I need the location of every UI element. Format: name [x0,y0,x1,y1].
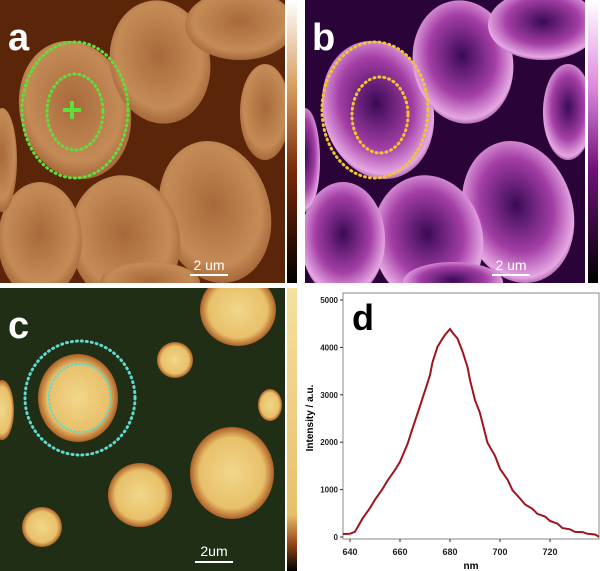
scale-bar-label: 2um [200,543,227,559]
x-tick-label: 660 [392,547,407,557]
cell [488,0,585,60]
colorbar-a [287,0,297,283]
y-tick-label: 4000 [320,343,338,352]
x-tick-label: 640 [342,547,357,557]
bright-spot [22,507,62,547]
y-tick-label: 3000 [320,391,338,400]
bright-spot [38,354,118,442]
x-tick-label: 680 [442,547,457,557]
cell [461,141,575,283]
plot-frame [342,292,600,540]
x-tick-label: 700 [492,547,507,557]
cell [0,182,82,283]
scale-bar-label: 2 um [495,257,526,273]
panel-label-c: c [8,305,29,347]
cell [305,182,385,283]
cell [543,64,585,160]
colorbar-b [588,0,598,283]
y-axis-label: Intensity / a.u. [305,384,316,451]
panel-d-spectrum-chart: d 640 660 680 700 720 0 1000 2000 3000 4000 5000 n… [305,292,600,571]
cell [100,262,200,283]
cell [412,0,514,124]
cell [305,108,320,212]
bright-spot [0,380,14,440]
y-tick-label: 1000 [320,486,338,495]
bright-spot [157,342,193,378]
x-tick-label: 720 [542,547,557,557]
cell [403,262,503,283]
panel-label-d: d [352,297,374,338]
panel-label-a: a [8,17,30,59]
bright-spot [190,427,274,519]
inner-region-marker [45,72,105,152]
outer-region-marker [320,40,430,180]
panel-b-fluorescence-image: b 2 um [305,0,585,283]
x-axis-label: nm [464,561,479,571]
inner-region-marker [48,363,112,433]
cell [185,0,285,60]
y-tick-label: 5000 [320,296,338,305]
cell [109,0,211,124]
inner-region-marker [350,75,410,155]
bright-spot [200,288,276,346]
cell [158,141,272,283]
spectrum-line [342,327,600,538]
panel-a-afm-image: a 2 um [0,0,285,283]
bright-spot [258,389,282,421]
cell [321,40,435,180]
outer-region-marker [23,339,137,457]
panel-c-image: c 2um [0,288,285,571]
cell [240,64,285,160]
bright-spot [108,463,172,527]
cell [0,108,17,212]
panel-label-b: b [312,17,335,59]
crosshair-icon [63,101,81,119]
y-tick-label: 2000 [320,438,338,447]
colorbar-c [287,288,297,571]
scale-bar-label: 2 um [193,257,224,273]
outer-region-marker [20,40,130,180]
y-tick-label: 0 [334,533,339,542]
